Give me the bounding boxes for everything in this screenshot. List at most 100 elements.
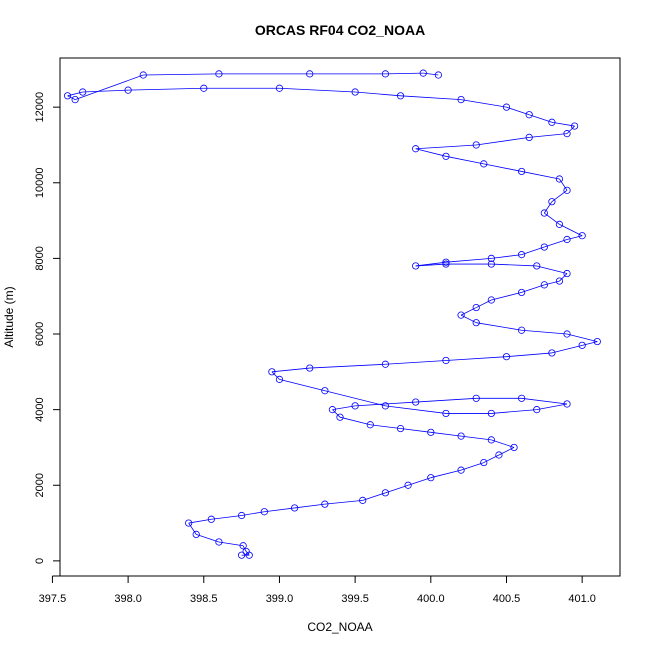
- series-segment: [445, 155, 484, 165]
- series-segment: [491, 409, 537, 414]
- data-point: [351, 88, 359, 96]
- series-segment: [445, 257, 492, 263]
- data-point: [502, 103, 511, 111]
- data-point: [487, 254, 495, 262]
- data-point: [419, 69, 427, 77]
- data-point: [570, 122, 579, 130]
- x-tick-label: 400.0: [417, 593, 445, 605]
- data-point: [555, 277, 564, 285]
- series-segment: [271, 367, 310, 373]
- series-segment: [582, 341, 598, 346]
- x-tick-label: 401.0: [568, 593, 596, 605]
- series-segment: [279, 378, 325, 392]
- data-point: [502, 353, 511, 361]
- series-segment: [483, 454, 500, 463]
- data-point: [563, 400, 571, 408]
- data-point: [215, 70, 223, 78]
- data-point: [404, 481, 412, 489]
- data-point: [366, 421, 374, 429]
- series-segment: [521, 171, 560, 180]
- data-point: [578, 341, 586, 349]
- data-point: [351, 402, 359, 410]
- data-point: [207, 515, 215, 523]
- data-point: [381, 360, 390, 368]
- data-point: [563, 269, 571, 278]
- data-point: [525, 133, 533, 142]
- series-segment: [460, 462, 484, 471]
- series-segment: [188, 518, 212, 524]
- data-point: [381, 402, 390, 410]
- data-point: [518, 251, 526, 259]
- data-point: [518, 394, 526, 402]
- series-segment: [461, 435, 492, 441]
- data-point: [442, 356, 450, 365]
- series-segment: [491, 263, 537, 267]
- series-segment: [506, 106, 530, 116]
- data-point: [260, 508, 268, 516]
- series-segment: [566, 333, 598, 342]
- y-tick-label: 8000: [34, 246, 46, 270]
- series-segment: [559, 178, 568, 191]
- series-segment: [355, 401, 416, 407]
- data-point: [139, 71, 147, 79]
- y-axis-label: Altitude (m): [2, 286, 16, 347]
- series-segment: [415, 148, 447, 157]
- series-segment: [74, 74, 144, 100]
- data-point: [239, 542, 247, 550]
- series-segment: [196, 534, 220, 543]
- series-segment: [309, 363, 386, 369]
- data-point: [457, 432, 465, 440]
- y-tick-label: 6000: [34, 322, 46, 346]
- data-point: [381, 489, 390, 497]
- series-segment: [294, 503, 325, 509]
- data-point: [412, 398, 420, 406]
- data-point: [518, 326, 526, 334]
- data-point: [563, 330, 571, 338]
- data-point: [533, 406, 541, 414]
- data-point: [268, 368, 276, 376]
- data-point: [321, 387, 329, 395]
- data-point: [563, 235, 571, 244]
- series-segment: [271, 371, 280, 380]
- series-segment: [483, 163, 522, 172]
- series-segment: [543, 201, 553, 214]
- series-segment: [324, 499, 363, 505]
- series-segment: [544, 280, 560, 286]
- data-point: [495, 451, 503, 459]
- y-tick-label: 10000: [34, 167, 46, 198]
- series-segment: [430, 469, 462, 479]
- data-point: [472, 319, 480, 327]
- series-segment: [385, 484, 409, 494]
- series-segment: [551, 121, 575, 127]
- series-segment: [551, 344, 583, 354]
- data-point: [328, 406, 337, 414]
- x-tick-label: 398.5: [190, 593, 218, 605]
- data-point: [480, 160, 488, 168]
- series-segment: [339, 416, 371, 426]
- series-segment: [536, 265, 568, 274]
- series-segment: [476, 299, 492, 308]
- data-point: [472, 303, 480, 312]
- data-point: [359, 496, 367, 504]
- data-point: [71, 95, 79, 104]
- data-point: [442, 260, 450, 268]
- data-point: [200, 84, 208, 92]
- series-segment: [491, 439, 515, 448]
- x-tick-label: 400.5: [493, 593, 521, 605]
- series-segment: [536, 403, 568, 411]
- data-point: [548, 349, 556, 357]
- data-point: [578, 232, 586, 240]
- series-segment: [415, 261, 446, 267]
- x-tick-label: 397.5: [39, 593, 67, 605]
- series-segment: [324, 390, 386, 407]
- series-segment: [521, 246, 545, 255]
- series-segment: [332, 405, 356, 411]
- series-segment: [143, 73, 219, 76]
- series-segment: [385, 405, 446, 414]
- series-segment: [445, 356, 507, 361]
- series-segment: [529, 133, 568, 138]
- series-segment: [188, 522, 197, 535]
- y-tick-label: 2000: [34, 473, 46, 497]
- x-tick-label: 399.0: [266, 593, 294, 605]
- data-point: [275, 84, 284, 92]
